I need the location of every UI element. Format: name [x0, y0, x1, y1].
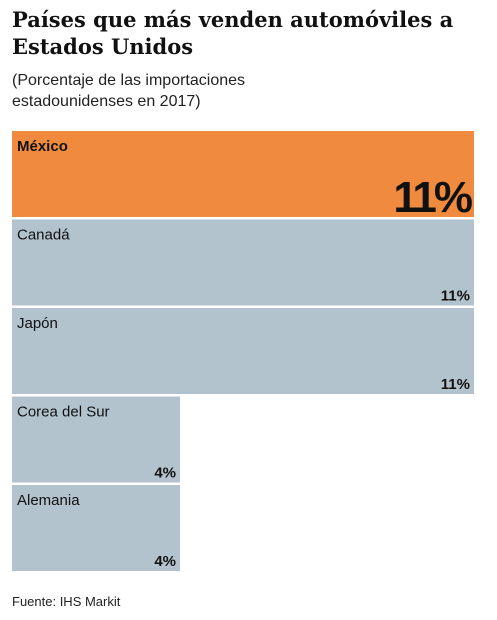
category-label: Japón [17, 315, 58, 332]
value-label: 4% [154, 553, 176, 570]
value-label: 11% [441, 376, 470, 393]
bar [12, 396, 180, 483]
chart: México 11% Canadá 11% Japón 11% Corea del Sur 4… [12, 131, 475, 571]
category-label: Corea del Sur [17, 404, 110, 421]
bar [12, 131, 474, 217]
bar [12, 485, 180, 571]
chart-subtitle: (Porcentaje de las importaciones estadou… [12, 72, 246, 110]
category-label: Alemania [17, 492, 80, 509]
category-label: México [17, 138, 68, 155]
bar [12, 308, 474, 394]
value-label: 4% [154, 465, 176, 482]
bar [12, 219, 474, 306]
value-label: 11% [393, 173, 472, 222]
value-label: 11% [441, 288, 470, 305]
source-note: Fuente: IHS Markit [12, 594, 121, 609]
category-label: Canadá [17, 227, 70, 244]
chart-title: Países que más venden automóviles a Esta… [12, 7, 454, 59]
